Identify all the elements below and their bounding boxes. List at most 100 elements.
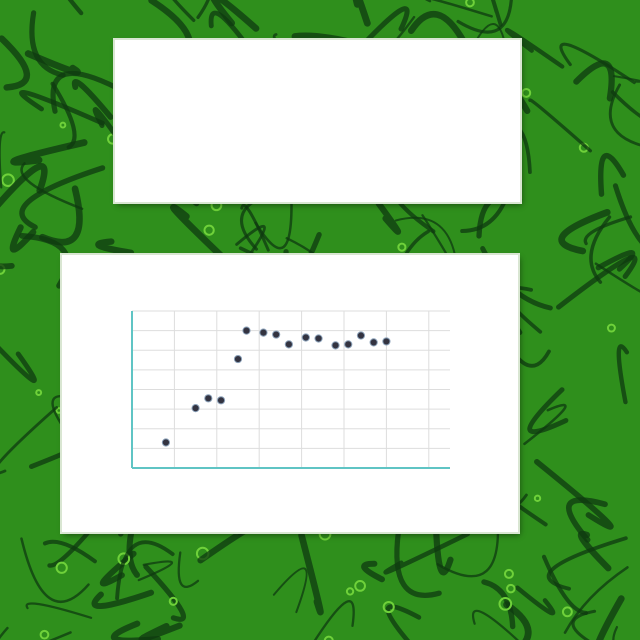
data-point — [356, 331, 366, 340]
swirl-ring — [39, 629, 50, 640]
swirl-stroke — [240, 203, 270, 252]
data-point — [161, 438, 171, 447]
swirl-ring — [0, 263, 6, 275]
swirl-stroke — [394, 528, 442, 598]
swirl-stroke — [172, 0, 196, 22]
swirl-ring — [323, 635, 334, 640]
swirl-stroke — [375, 200, 402, 235]
swirl-stroke — [210, 0, 260, 32]
swirl-ring — [354, 580, 366, 592]
swirl-ring — [397, 242, 407, 252]
swirl-ring — [35, 389, 43, 397]
swirl-stroke — [19, 90, 105, 126]
swirl-ring — [203, 224, 215, 236]
swirl-stroke — [556, 254, 638, 310]
swirl-stroke — [50, 70, 128, 114]
text-card — [115, 40, 520, 202]
data-point — [382, 337, 391, 346]
swirl-stroke — [608, 83, 640, 147]
swirl-stroke — [612, 183, 640, 244]
swirl-stroke — [92, 107, 117, 136]
swirl-stroke — [0, 345, 37, 384]
swirl-stroke — [169, 204, 242, 276]
swirl-stroke — [298, 531, 324, 616]
swirl-stroke — [20, 162, 84, 211]
swirl-ring — [59, 121, 67, 129]
swirl-stroke — [0, 163, 48, 208]
swirl-stroke — [472, 609, 519, 640]
swirl-stroke — [612, 625, 619, 640]
swirl-ring — [1, 173, 15, 188]
swirl-stroke — [610, 90, 640, 119]
data-point — [344, 340, 353, 349]
data-point — [259, 328, 268, 337]
swirl-stroke — [138, 622, 183, 640]
swirl-stroke — [558, 208, 611, 255]
data-point — [233, 354, 243, 364]
swirl-stroke — [143, 564, 186, 622]
swirl-stroke — [110, 620, 161, 640]
swirl-ring — [345, 587, 355, 596]
swirl-stroke — [481, 579, 516, 630]
swirl-stroke — [25, 602, 93, 619]
swirl-stroke — [504, 27, 565, 69]
swirl-stroke — [563, 566, 629, 634]
swirl-stroke — [235, 225, 266, 265]
data-point — [191, 404, 200, 413]
swirl-stroke — [0, 406, 59, 475]
swirl-stroke — [29, 10, 66, 78]
swirl-stroke — [10, 139, 88, 166]
swirl-stroke — [573, 60, 615, 102]
swirl-stroke — [566, 497, 608, 543]
swirl-stroke — [598, 152, 627, 197]
swirl-stroke — [534, 459, 614, 530]
swirl-stroke — [115, 540, 175, 601]
swirl-stroke — [0, 262, 15, 270]
swirl-ring — [533, 494, 542, 502]
swirl-stroke — [177, 551, 200, 588]
chart-card — [62, 255, 518, 532]
swirl-ring — [498, 597, 513, 611]
swirl-stroke — [19, 165, 106, 230]
swirl-stroke — [583, 215, 633, 246]
swirl-stroke — [313, 600, 355, 640]
swirl-stroke — [71, 79, 114, 120]
data-point — [242, 326, 251, 335]
data-point — [272, 330, 281, 339]
swirl-stroke — [407, 10, 468, 47]
swirl-ring — [55, 561, 68, 574]
swirl-stroke — [67, 0, 84, 16]
swirl-stroke — [571, 609, 597, 640]
scatter-chart — [131, 310, 450, 469]
swirl-stroke — [541, 554, 589, 616]
swirl-stroke — [385, 604, 422, 640]
swirl-ring — [168, 596, 178, 606]
data-point — [331, 341, 340, 350]
swirl-ring — [561, 606, 573, 618]
swirl-stroke — [589, 215, 612, 284]
swirl-ring — [382, 600, 395, 614]
swirl-stroke — [528, 98, 592, 153]
swirl-ring — [521, 87, 532, 98]
data-point — [284, 340, 293, 349]
swirl-stroke — [0, 35, 31, 91]
swirl-stroke — [616, 344, 630, 405]
swirl-stroke — [254, 195, 293, 250]
swirl-stroke — [476, 193, 523, 239]
swirl-ring — [503, 568, 514, 579]
swirl-stroke — [425, 0, 493, 18]
data-point — [369, 338, 378, 347]
swirl-stroke — [559, 42, 636, 85]
data-point — [314, 334, 323, 343]
swirl-ring — [606, 323, 616, 333]
swirl-stroke — [272, 567, 308, 614]
data-point — [301, 333, 310, 342]
swirl-stroke — [0, 626, 72, 640]
text-card-body — [125, 70, 510, 196]
swirl-stroke — [95, 238, 135, 257]
swirl-ring — [506, 583, 516, 594]
swirl-stroke — [91, 589, 155, 610]
swirl-stroke — [20, 537, 90, 604]
swirl-stroke — [352, 0, 371, 27]
swirl-ring — [55, 407, 63, 414]
